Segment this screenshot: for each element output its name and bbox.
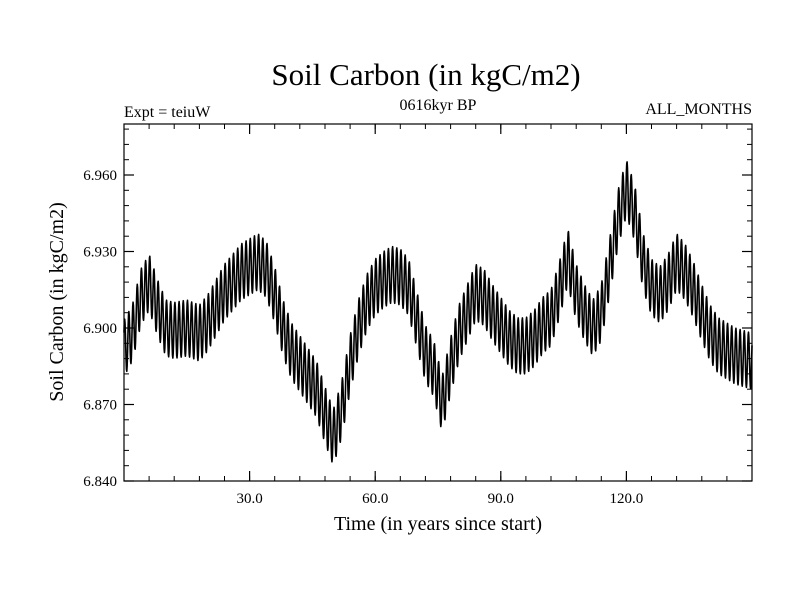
months-label: ALL_MONTHS xyxy=(645,101,752,118)
y-tick-label: 6.960 xyxy=(83,168,117,184)
chart-title: Soil Carbon (in kgC/m2) xyxy=(271,57,580,92)
soil-carbon-series-line xyxy=(123,161,753,463)
y-axis-ticks: 6.840 6.870 6.900 6.930 6.960 xyxy=(83,128,752,490)
x-tick-label: 90.0 xyxy=(488,491,514,507)
period-label: 0616kyr BP xyxy=(400,97,477,114)
x-tick-label: 30.0 xyxy=(236,491,262,507)
y-axis-label: Soil Carbon (in kgC/m2) xyxy=(46,202,68,401)
y-tick-label: 6.870 xyxy=(83,398,117,414)
x-axis-label: Time (in years since start) xyxy=(334,513,542,535)
y-tick-label: 6.930 xyxy=(83,245,117,261)
plot-frame xyxy=(123,123,753,482)
x-tick-label: 120.0 xyxy=(610,491,644,507)
x-tick-label: 60.0 xyxy=(362,491,388,507)
experiment-label: Expt = teiuW xyxy=(124,104,211,121)
plot-area xyxy=(123,161,753,463)
x-axis-ticks: 30.0 60.0 90.0 120.0 xyxy=(148,124,728,507)
y-tick-label: 6.900 xyxy=(83,321,117,337)
y-tick-label: 6.840 xyxy=(83,474,117,490)
